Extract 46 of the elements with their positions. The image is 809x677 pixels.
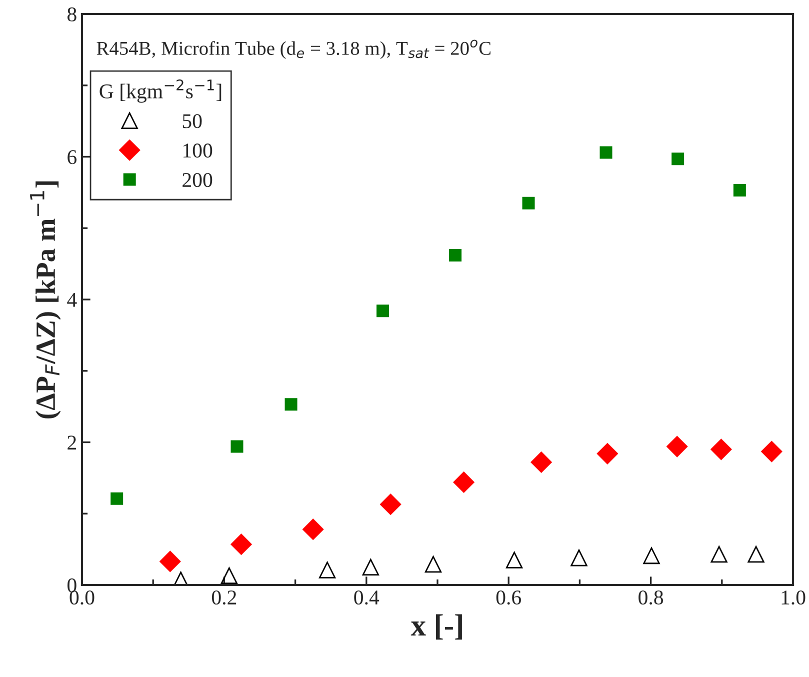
x-tick-label: 0.4 [354, 590, 380, 605]
point [424, 556, 442, 573]
point [600, 146, 612, 159]
annotation: R454B, Microfin Tube (d$_{e}$ = 3.18 m), T$_{sat}$ = 20$^{o}$C [96, 40, 490, 59]
x-tick-label: 1.0 [782, 590, 806, 605]
y-tick-label: 6 [68, 150, 77, 164]
legend-label: 100 [184, 144, 212, 158]
point [318, 562, 336, 578]
point [522, 196, 535, 210]
point [596, 443, 618, 464]
point [362, 558, 379, 576]
point [302, 518, 324, 540]
point [110, 492, 124, 505]
point [230, 440, 244, 453]
x-tick-label: 0.0 [70, 590, 94, 605]
y-tick-label: 4 [67, 293, 77, 307]
point [570, 550, 588, 566]
point [453, 472, 474, 493]
point [733, 184, 746, 197]
legend-label: 200 [182, 172, 212, 188]
point [284, 398, 298, 411]
point [710, 438, 732, 460]
y-axis-title: (ΔP$_{F}$/ΔZ) [kPa m$^{−1}$] [30, 181, 61, 418]
legend-title: G [kgm$^{−2}$s$^{−1}$] [100, 79, 222, 103]
point [748, 546, 764, 563]
point [710, 546, 728, 563]
point [643, 547, 660, 564]
x-tick-label: 0.6 [496, 590, 521, 605]
x-tick-label: 0.8 [638, 590, 664, 605]
legend-label: 50 [182, 114, 202, 128]
point [220, 567, 238, 584]
y-tick-label: 0 [68, 578, 76, 592]
point [230, 534, 252, 555]
point [506, 552, 523, 568]
y-tick-label: 2 [68, 436, 76, 450]
point [666, 436, 688, 458]
point [376, 304, 390, 318]
point [761, 441, 782, 462]
point [449, 248, 462, 262]
x-axis-title: x [-] [410, 614, 462, 640]
point [160, 550, 181, 572]
x-tick-label: 0.2 [212, 590, 236, 605]
y-tick-label: 8 [68, 7, 76, 22]
point [672, 152, 684, 166]
point [380, 494, 402, 515]
point [530, 452, 552, 473]
